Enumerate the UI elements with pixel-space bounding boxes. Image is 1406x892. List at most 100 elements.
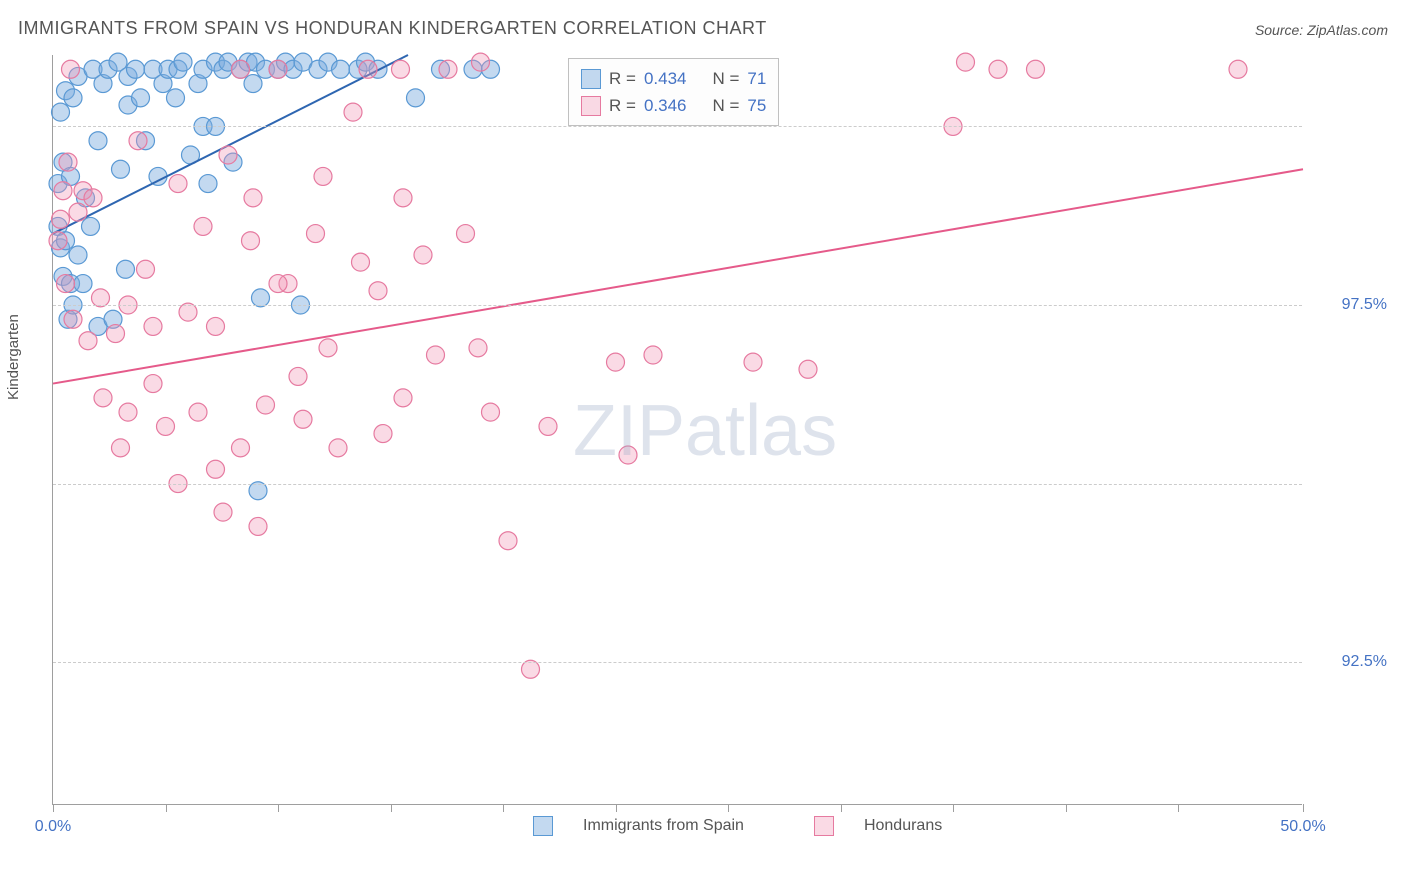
- swatch-bottom-2: [814, 816, 834, 836]
- data-point: [427, 346, 445, 364]
- data-point: [232, 439, 250, 457]
- r-label: R =: [609, 92, 636, 119]
- swatch-bottom-1: [533, 816, 553, 836]
- data-point: [472, 53, 490, 71]
- data-point: [249, 517, 267, 535]
- data-point: [344, 103, 362, 121]
- n-value-2: 75: [747, 92, 766, 119]
- data-point: [619, 446, 637, 464]
- data-point: [199, 175, 217, 193]
- data-point: [52, 103, 70, 121]
- data-point: [137, 260, 155, 278]
- trend-line: [53, 169, 1303, 383]
- data-point: [319, 339, 337, 357]
- data-point: [744, 353, 762, 371]
- data-point: [394, 389, 412, 407]
- data-point: [49, 232, 67, 250]
- x-tick: [841, 804, 842, 812]
- data-point: [232, 60, 250, 78]
- data-point: [957, 53, 975, 71]
- chart-title: IMMIGRANTS FROM SPAIN VS HONDURAN KINDER…: [18, 18, 767, 39]
- data-point: [144, 375, 162, 393]
- data-point: [457, 225, 475, 243]
- data-point: [219, 146, 237, 164]
- gridline: [53, 126, 1302, 127]
- data-point: [374, 425, 392, 443]
- data-point: [84, 189, 102, 207]
- x-tick: [728, 804, 729, 812]
- data-point: [1027, 60, 1045, 78]
- data-point: [407, 89, 425, 107]
- data-point: [112, 439, 130, 457]
- data-point: [799, 360, 817, 378]
- data-point: [644, 346, 662, 364]
- x-tick: [1066, 804, 1067, 812]
- data-point: [392, 60, 410, 78]
- data-point: [94, 389, 112, 407]
- data-point: [89, 132, 107, 150]
- data-point: [112, 160, 130, 178]
- data-point: [82, 217, 100, 235]
- x-tick: [166, 804, 167, 812]
- swatch-series2: [581, 96, 601, 116]
- data-point: [989, 60, 1007, 78]
- data-point: [469, 339, 487, 357]
- x-tick: [1178, 804, 1179, 812]
- data-point: [132, 89, 150, 107]
- r-value-1: 0.434: [644, 65, 687, 92]
- legend-label-2: Hondurans: [864, 817, 942, 835]
- x-tick: [1303, 804, 1304, 812]
- n-value-1: 71: [747, 65, 766, 92]
- legend-label-1: Immigrants from Spain: [583, 817, 744, 835]
- legend-correlation: R = 0.434 N = 71 R = 0.346 N = 75: [568, 58, 779, 126]
- x-tick: [53, 804, 54, 812]
- data-point: [167, 89, 185, 107]
- x-tick-label: 50.0%: [1280, 818, 1325, 836]
- data-point: [57, 275, 75, 293]
- data-point: [359, 60, 377, 78]
- data-point: [149, 167, 167, 185]
- data-point: [257, 396, 275, 414]
- y-tick-label: 97.5%: [1312, 296, 1387, 314]
- data-point: [144, 317, 162, 335]
- data-point: [329, 439, 347, 457]
- data-point: [269, 275, 287, 293]
- data-point: [332, 60, 350, 78]
- data-point: [482, 403, 500, 421]
- data-point: [119, 403, 137, 421]
- swatch-series1: [581, 69, 601, 89]
- data-point: [169, 175, 187, 193]
- x-tick: [953, 804, 954, 812]
- data-point: [1229, 60, 1247, 78]
- data-point: [79, 332, 97, 350]
- gridline: [53, 305, 1302, 306]
- data-point: [269, 60, 287, 78]
- data-point: [289, 367, 307, 385]
- data-point: [69, 246, 87, 264]
- data-point: [242, 232, 260, 250]
- data-point: [439, 60, 457, 78]
- data-point: [207, 317, 225, 335]
- data-point: [127, 60, 145, 78]
- data-point: [52, 210, 70, 228]
- data-point: [129, 132, 147, 150]
- x-tick-label: 0.0%: [35, 818, 71, 836]
- data-point: [59, 153, 77, 171]
- chart-svg: [53, 55, 1302, 804]
- data-point: [74, 275, 92, 293]
- legend-series: Immigrants from Spain Hondurans: [533, 816, 942, 836]
- data-point: [69, 203, 87, 221]
- gridline: [53, 484, 1302, 485]
- data-point: [189, 403, 207, 421]
- data-point: [214, 503, 232, 521]
- data-point: [244, 75, 262, 93]
- scatter-plot: ZIPatlas R = 0.434 N = 71 R = 0.346 N = …: [52, 55, 1302, 805]
- data-point: [394, 189, 412, 207]
- r-label: R =: [609, 65, 636, 92]
- data-point: [54, 182, 72, 200]
- legend-row-1: R = 0.434 N = 71: [581, 65, 766, 92]
- source-attribution: Source: ZipAtlas.com: [1255, 22, 1388, 38]
- x-tick: [391, 804, 392, 812]
- data-point: [244, 189, 262, 207]
- n-label: N =: [712, 92, 739, 119]
